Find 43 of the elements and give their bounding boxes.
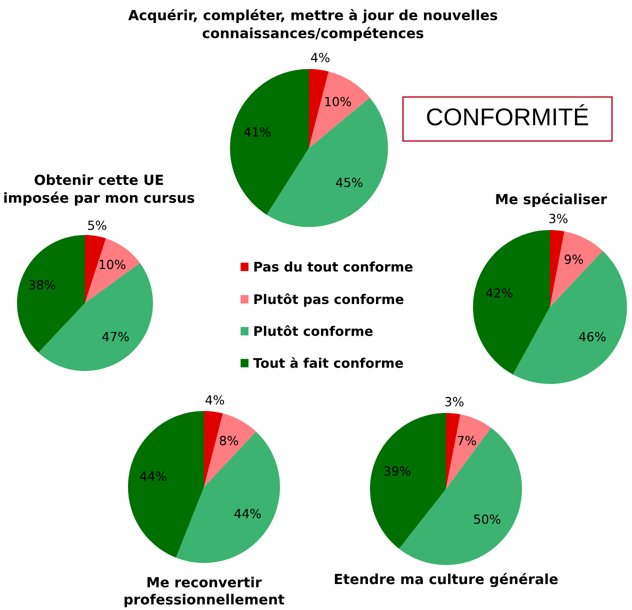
chart-title: Acquérir, compléter, mettre à jour de nouvelles connaissances/compétences: [128, 9, 498, 41]
data-label: 9%: [564, 254, 583, 264]
data-label: 5%: [88, 220, 106, 230]
legend-label: Plutôt conforme: [254, 325, 373, 336]
text: Etendre ma culture générale: [334, 572, 558, 588]
data-label: 44%: [140, 471, 166, 481]
text: CONFORMITÉ: [427, 104, 588, 126]
data-label: 47%: [102, 332, 129, 342]
pie-slice: [473, 230, 550, 374]
data-label: 41%: [244, 127, 271, 137]
data-label: 38%: [29, 280, 56, 290]
pie-slice: [309, 71, 370, 148]
pie-slice: [230, 69, 309, 215]
pie-slice: [17, 235, 85, 353]
chart-title: Me spécialiser: [496, 193, 608, 207]
pie-slice: [176, 432, 280, 563]
pie-slice: [550, 230, 564, 307]
pie-slice: [204, 413, 256, 487]
legend-label: Pas du tout conforme: [254, 262, 413, 272]
text: Me reconvertir professionnellement: [124, 576, 284, 608]
data-label: 44%: [234, 508, 261, 518]
data-label: 10%: [325, 96, 351, 106]
pie-slice: [512, 250, 627, 384]
pie-slice: [85, 238, 140, 303]
chart-title: Obtenir cette UE imposée par mon cursus: [4, 174, 194, 206]
data-label: 45%: [336, 178, 362, 188]
data-label: 39%: [384, 466, 410, 476]
data-label: 7%: [458, 436, 476, 446]
data-label: 3%: [445, 396, 464, 406]
data-label: 10%: [100, 260, 126, 270]
data-label: 50%: [474, 514, 500, 524]
pie-slice: [370, 413, 446, 549]
data-label: 8%: [220, 436, 238, 446]
data-label: 4%: [206, 395, 224, 405]
pie-slice: [128, 411, 204, 558]
data-label: 3%: [549, 214, 568, 224]
legend-label: Tout à fait conforme: [253, 357, 403, 368]
legend-label: Plutôt pas conforme: [254, 293, 404, 307]
data-label: 4%: [310, 52, 330, 62]
pie-slice: [550, 231, 603, 307]
pie-slice: [446, 414, 492, 489]
data-label: 46%: [579, 332, 606, 342]
data-label: 42%: [486, 288, 512, 298]
